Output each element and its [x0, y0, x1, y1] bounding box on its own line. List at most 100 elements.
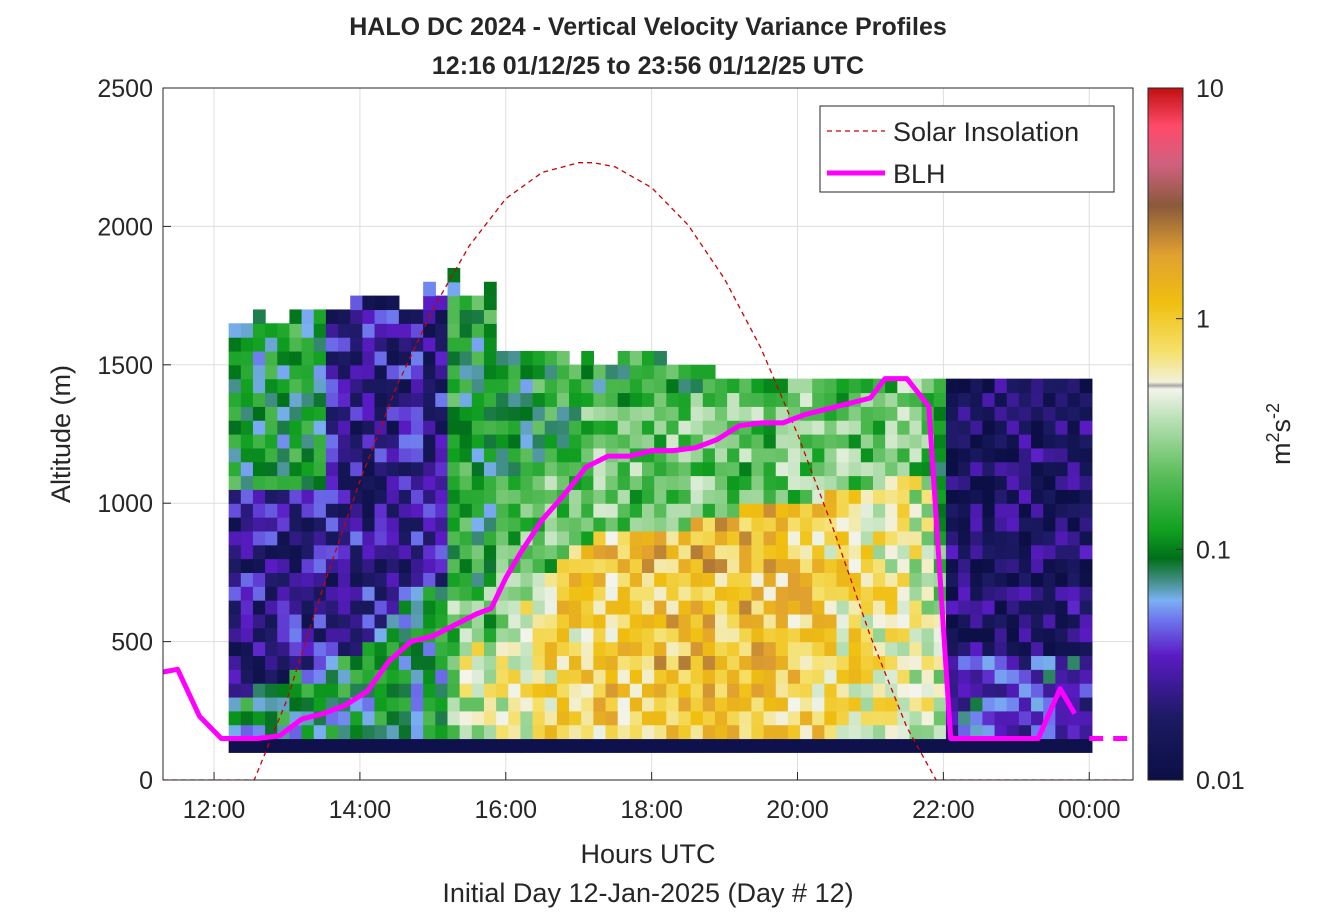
heatmap-cell [398, 544, 412, 560]
heatmap-cell [739, 461, 753, 477]
heatmap-cell [423, 724, 436, 740]
heatmap-cell [252, 558, 266, 573]
heatmap-cell [739, 530, 753, 546]
heatmap-cell [873, 503, 886, 518]
heatmap-cell [338, 530, 351, 546]
heatmap-cell [483, 586, 497, 601]
heatmap-cell [945, 544, 959, 560]
heatmap-cell [313, 337, 327, 352]
heatmap-cell [958, 655, 971, 670]
heatmap-cell [1055, 447, 1069, 463]
heatmap-cell [508, 738, 522, 753]
heatmap-cell [532, 392, 546, 407]
heatmap-cell [313, 627, 327, 643]
heatmap-cell [313, 655, 327, 670]
heatmap-cell [897, 738, 911, 753]
heatmap-cell [958, 489, 971, 504]
heatmap-cell [836, 378, 850, 394]
heatmap-cell [423, 696, 436, 712]
heatmap-cell [787, 572, 801, 587]
heatmap-cell [265, 489, 278, 504]
heatmap-cell [885, 517, 898, 532]
heatmap-cell [423, 683, 436, 698]
heatmap-cell [398, 724, 412, 740]
heatmap-cell [556, 641, 570, 657]
heatmap-cell [958, 406, 971, 421]
heatmap-cell [739, 710, 753, 726]
heatmap-cell [605, 738, 619, 753]
heatmap-cell [350, 406, 363, 421]
heatmap-cell [435, 683, 449, 698]
heatmap-cell [982, 738, 996, 753]
heatmap-cell [1018, 461, 1032, 477]
heatmap-cell [532, 613, 546, 629]
heatmap-cell [301, 738, 315, 753]
heatmap-cell [1043, 447, 1056, 463]
heatmap-cell [411, 420, 424, 435]
heatmap-cell [1018, 475, 1032, 490]
heatmap-cell [265, 503, 278, 518]
heatmap-cell [945, 613, 959, 629]
heatmap-cell [556, 503, 570, 518]
heatmap-cell [727, 461, 740, 477]
heatmap-cell [617, 544, 631, 560]
heatmap-cell [1006, 434, 1020, 449]
heatmap-cell [945, 406, 959, 421]
heatmap-cell [921, 738, 935, 753]
heatmap-cell [1043, 738, 1056, 753]
heatmap-cell [873, 530, 886, 546]
heatmap-cell [593, 600, 607, 615]
heatmap-cell [581, 738, 594, 753]
heatmap-cell [289, 627, 303, 643]
heatmap-cell [1055, 613, 1069, 629]
heatmap-cell [1043, 558, 1056, 573]
heatmap-cell [362, 364, 376, 380]
heatmap-cell [690, 600, 704, 615]
heatmap-cell [289, 323, 303, 338]
heatmap-cell [800, 434, 813, 449]
heatmap-cell [374, 378, 388, 394]
heatmap-cell [690, 586, 704, 601]
heatmap-cell [532, 447, 546, 463]
heatmap-cell [520, 696, 534, 712]
heatmap-cell [265, 655, 278, 670]
heatmap-cell [775, 627, 789, 643]
heatmap-cell [265, 600, 278, 615]
heatmap-cell [617, 613, 631, 629]
heatmap-cell [423, 281, 436, 297]
heatmap-cell [1079, 669, 1093, 684]
heatmap-cell [873, 420, 886, 435]
heatmap-cell [362, 406, 376, 421]
heatmap-cell [909, 406, 923, 421]
heatmap-cell [277, 558, 291, 573]
heatmap-cell [1018, 724, 1032, 740]
heatmap-cell [812, 378, 825, 394]
heatmap-cell [350, 627, 363, 643]
heatmap-cell [556, 710, 570, 726]
heatmap-cell [629, 503, 643, 518]
heatmap-cell [860, 613, 874, 629]
heatmap-cell [386, 503, 400, 518]
heatmap-cell [654, 461, 667, 477]
heatmap-cell [325, 350, 339, 366]
heatmap-cell [690, 655, 704, 670]
heatmap-cell [483, 309, 497, 324]
heatmap-cell [532, 683, 546, 698]
heatmap-cell [581, 489, 594, 504]
heatmap-cell [581, 613, 594, 629]
heatmap-cell [532, 696, 546, 712]
heatmap-cell [508, 392, 522, 407]
heatmap-cell [508, 600, 522, 615]
heatmap-cell [678, 378, 692, 394]
heatmap-cell [240, 724, 254, 740]
heatmap-cell [654, 710, 667, 726]
heatmap-cell [1079, 434, 1093, 449]
heatmap-cell [532, 724, 546, 740]
heatmap-cell [386, 489, 400, 504]
heatmap-cell [702, 420, 716, 435]
heatmap-cell [763, 489, 777, 504]
heatmap-cell [1043, 517, 1056, 532]
heatmap-cell [800, 669, 813, 684]
heatmap-cell [423, 613, 436, 629]
heatmap-cell [593, 378, 607, 394]
